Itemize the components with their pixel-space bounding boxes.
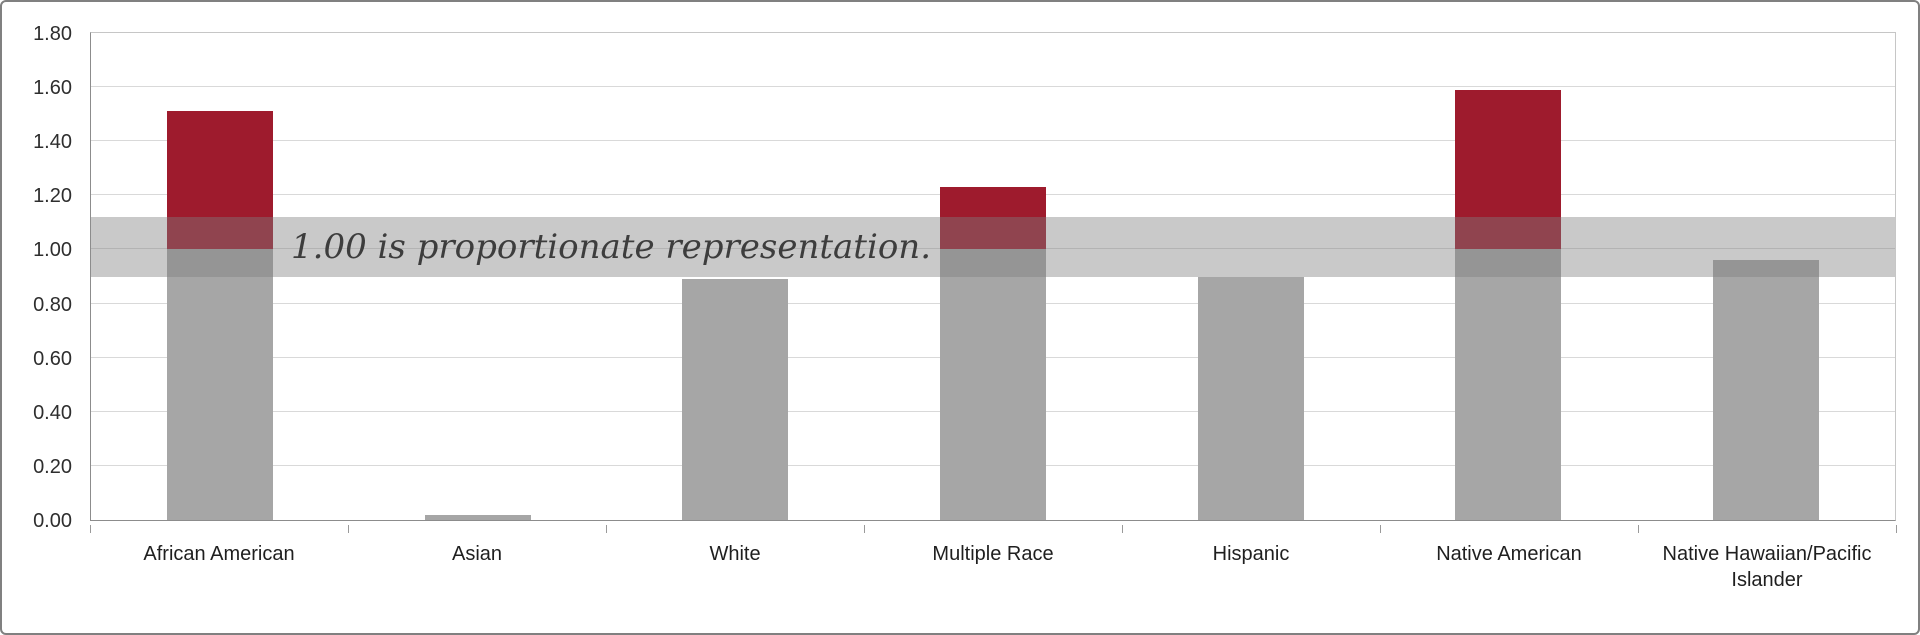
x-tick-label-hispanic: Hispanic [1212,543,1290,565]
bar-white [682,279,789,520]
x-axis-boundary-tick [1638,525,1639,533]
plot-area: 1.00 is proportionate representation. [90,32,1896,521]
proportionate-representation-band: 1.00 is proportionate representation. [91,216,1895,277]
bar-hispanic [1197,276,1304,520]
x-tick-label-white: White [709,543,761,565]
gridline [91,140,1895,142]
bar-over-threshold-segment [1455,89,1562,250]
x-tick-label-african-american: African American [143,543,295,565]
x-axis: African American Asian White Multiple Race H… [90,525,1897,625]
y-tick-label: 1.00 [33,239,72,262]
bar-african-american [166,111,273,520]
y-tick-label: 0.20 [33,455,72,478]
bar-native-american [1455,89,1562,520]
bar-asian [424,514,531,520]
x-axis-boundary-tick [1896,525,1897,533]
y-tick-label: 1.20 [33,185,72,208]
x-tick-label-multiple-race: Multiple Race [932,543,1054,565]
y-axis: 0.00 0.20 0.40 0.60 0.80 1.00 1.20 1.40 1.60 1.80 [2,23,82,532]
y-tick-label: 0.40 [33,401,72,424]
bar-native-hawaiian-pacific-islander [1713,260,1820,520]
x-axis-boundary-tick [90,525,91,533]
gridline [91,86,1895,88]
x-tick-label-asian: Asian [451,543,503,565]
y-tick-label: 1.40 [33,131,72,154]
x-tick-label-native-hawaiian-pacific-islander: Native Hawaiian/Pacific Islander [1662,543,1872,591]
bar-multiple-race [940,187,1046,520]
x-axis-boundary-tick [864,525,865,533]
bar-over-threshold-segment [940,187,1046,250]
y-tick-label: 0.80 [33,293,72,316]
x-axis-boundary-tick [606,525,607,533]
x-axis-boundary-tick [348,525,349,533]
x-axis-boundary-tick [1380,525,1381,533]
y-tick-label: 0.00 [33,510,72,532]
x-axis-boundary-tick [1122,525,1123,533]
y-tick-label: 0.60 [33,347,72,370]
y-tick-label: 1.60 [33,77,72,100]
x-tick-label-native-american: Native American [1436,543,1582,565]
band-annotation-text: 1.00 is proportionate representation. [291,226,932,267]
y-tick-label: 1.80 [33,23,72,45]
bar-over-threshold-segment [166,111,273,250]
